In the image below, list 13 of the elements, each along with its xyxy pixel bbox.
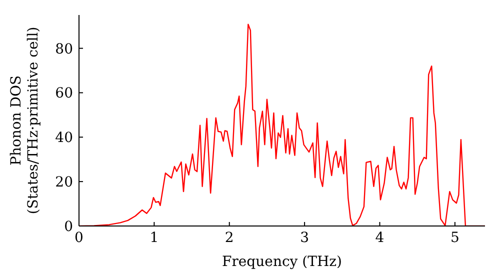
y-tick-label: 20: [55, 174, 73, 191]
x-tick-label: 1: [150, 230, 159, 246]
x-tick-label: 4: [375, 230, 384, 246]
y-tick-label: 0: [64, 218, 73, 235]
y-tick-label: 40: [55, 130, 73, 146]
x-tick-label: 0: [74, 230, 84, 246]
x-tick-label: 2: [224, 230, 234, 246]
x-tick-label: 3: [300, 230, 310, 246]
y-tick-label: 60: [55, 86, 73, 102]
x-axis-title: Frequency (THz): [222, 254, 342, 270]
y-axis-title: Phonon DOS (States/THz·primitive cell): [8, 26, 42, 214]
y-tick-label: 80: [55, 41, 73, 58]
x-tick-label: 5: [450, 230, 460, 246]
